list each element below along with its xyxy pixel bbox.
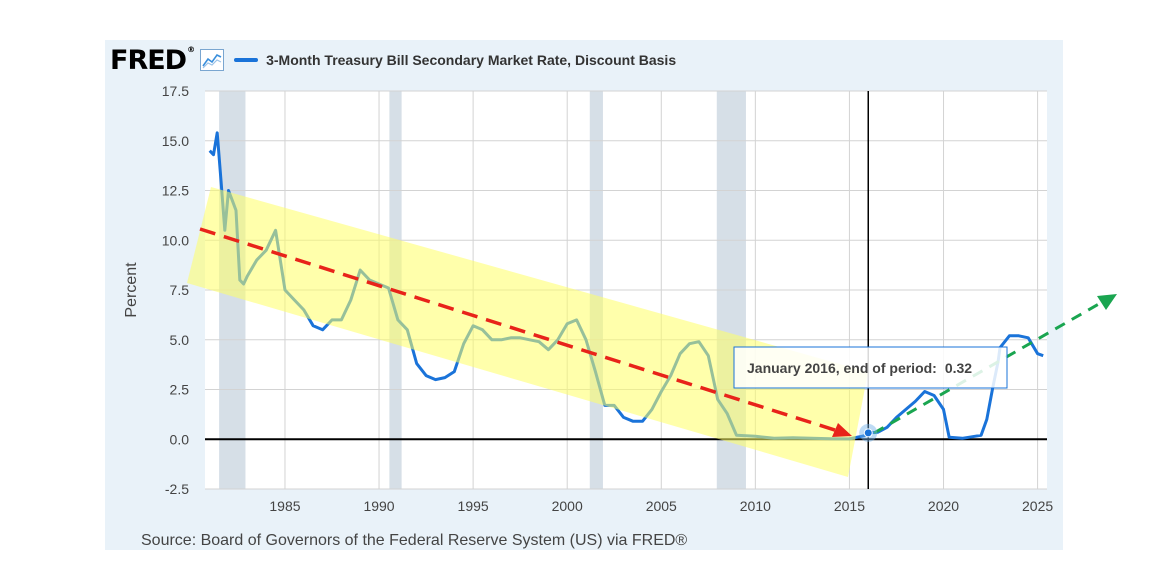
tooltip-text: January 2016, end of period: 0.32 (747, 360, 972, 376)
y-tick-label: 17.5 (162, 83, 189, 99)
chart-header: FRED® 3-Month Treasury Bill Secondary Ma… (110, 44, 676, 76)
legend-swatch (234, 58, 259, 62)
y-tick-label: -2.5 (165, 481, 189, 497)
fred-logo[interactable]: FRED® (110, 44, 195, 76)
trend-up-line (873, 299, 1105, 435)
x-tick-label: 2020 (928, 498, 959, 514)
series-title: 3-Month Treasury Bill Secondary Market R… (266, 52, 677, 68)
x-tick-label: 2015 (834, 498, 865, 514)
x-tick-label: 2000 (552, 498, 583, 514)
y-tick-label: 10.0 (162, 232, 189, 248)
cursor (859, 91, 878, 489)
x-tick-label: 1990 (363, 498, 394, 514)
highlight-band (187, 187, 868, 477)
y-tick-labels: 17.5 15.0 12.5 10.0 7.5 5.0 2.5 0.0 -2.5 (162, 83, 189, 497)
x-tick-label: 1985 (269, 498, 300, 514)
x-tick-label: 1995 (458, 498, 489, 514)
tooltip-label: , end of period: (836, 360, 937, 376)
y-tick-label: 5.0 (170, 332, 190, 348)
y-tick-label: 7.5 (170, 282, 190, 298)
chart-line-icon[interactable] (200, 49, 225, 71)
tooltip: January 2016, end of period: 0.32 (733, 346, 1008, 389)
x-tick-label: 2005 (646, 498, 677, 514)
trend-down-line (199, 227, 839, 433)
trend-down-arrowhead (832, 423, 852, 437)
x-tick-label: 2010 (740, 498, 771, 514)
tooltip-value: 0.32 (945, 360, 972, 376)
x-tick-label: 2025 (1022, 498, 1053, 514)
source-text: Source: Board of Governors of the Federa… (141, 532, 688, 549)
x-tick-labels: 1985 1990 1995 2000 2005 2010 2015 2020 2025 (269, 498, 1053, 514)
y-tick-label: 15.0 (162, 133, 189, 149)
trend-annotations (199, 227, 1117, 437)
highlight-band-shape (187, 187, 868, 477)
tooltip-box (733, 346, 1008, 389)
y-tick-label: 0.0 (170, 431, 190, 447)
y-tick-label: 2.5 (170, 382, 190, 398)
y-axis-label: Percent (123, 262, 140, 318)
trend-up-arrowhead (1097, 294, 1117, 310)
fred-logo-text: FRED (110, 44, 187, 76)
y-tick-label: 12.5 (162, 183, 189, 199)
cursor-point (863, 428, 873, 438)
tooltip-month: January 2016 (747, 360, 836, 376)
registered-mark: ® (187, 44, 195, 54)
